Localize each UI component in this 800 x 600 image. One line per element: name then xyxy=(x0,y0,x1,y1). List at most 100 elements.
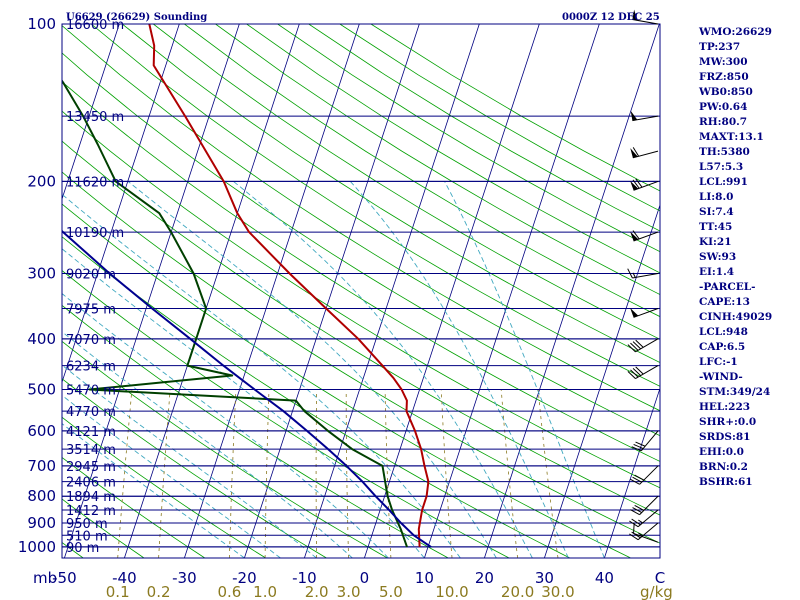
temperature-tick-label: 30 xyxy=(535,569,554,587)
index-value: SRDS:81 xyxy=(699,431,751,443)
mixing-ratio-label: 3.0 xyxy=(337,583,361,600)
pressure-tick-label: 800 xyxy=(27,487,56,505)
moist-adiabat xyxy=(62,292,389,558)
isotherm xyxy=(124,24,300,558)
height-label: 9020 m xyxy=(66,267,116,282)
isotherm xyxy=(0,24,59,558)
wind-barb-pennant xyxy=(630,307,639,318)
dry-adiabat xyxy=(90,24,660,387)
wind-barbs xyxy=(627,9,659,543)
isotherm xyxy=(424,24,600,558)
wind-barb xyxy=(633,522,659,543)
dry-adiabat xyxy=(62,456,206,558)
dry-adiabat xyxy=(62,25,660,412)
temperature-tick-label: 20 xyxy=(475,569,494,587)
wind-barb-flag xyxy=(635,366,644,375)
height-label: 4121 m xyxy=(66,425,116,440)
grid-lines xyxy=(0,24,660,558)
moist-adiabat xyxy=(62,193,461,558)
dry-adiabat xyxy=(62,498,145,558)
index-value: -WIND- xyxy=(699,371,743,383)
isotherm xyxy=(64,24,240,558)
wind-barb xyxy=(627,268,659,279)
height-label: 90 m xyxy=(66,541,99,556)
wind-barb-flag xyxy=(630,478,640,485)
temperature-tick-label: -20 xyxy=(232,569,257,587)
dry-adiabat xyxy=(62,270,510,558)
moist-adiabat xyxy=(62,423,245,558)
index-value: HEL:223 xyxy=(699,401,750,413)
index-value: CAPE:13 xyxy=(699,296,750,308)
wind-barb-flag xyxy=(630,342,639,351)
isotherm xyxy=(604,386,660,558)
mixing-ratio-label: 0.2 xyxy=(147,583,171,600)
wind-barb-staff xyxy=(640,430,659,452)
dry-adiabat xyxy=(215,24,660,295)
dry-adiabat xyxy=(62,416,266,558)
isotherm xyxy=(62,24,120,201)
mixing-ratio-label: 10.0 xyxy=(435,583,468,600)
wind-barb-flag xyxy=(632,341,642,350)
wind-barb-staff xyxy=(635,365,659,380)
temperature-tick-label: -50 xyxy=(52,569,77,587)
height-label: 7070 m xyxy=(66,333,116,348)
wind-barb xyxy=(627,338,659,353)
parcel-trace xyxy=(62,229,432,548)
height-label: 16600 m xyxy=(66,18,124,33)
index-value: LFC:-1 xyxy=(699,356,738,368)
dry-adiabat xyxy=(62,52,660,437)
index-value: TT:45 xyxy=(699,221,732,233)
wind-barb-staff xyxy=(632,115,659,122)
index-value: CAP:6.5 xyxy=(699,341,745,353)
pressure-tick-label: 400 xyxy=(27,330,56,348)
isotherm xyxy=(484,24,660,558)
index-value: KI:21 xyxy=(699,236,732,248)
wind-barb xyxy=(630,147,659,159)
wind-barb-half-flag xyxy=(638,519,643,524)
moist-adiabat xyxy=(349,181,569,558)
mixing-ratio-line xyxy=(345,389,349,558)
wind-barb-flag xyxy=(632,368,642,376)
dry-adiabat xyxy=(153,24,660,340)
wind-barb xyxy=(627,365,659,380)
isotherm xyxy=(364,24,540,558)
pressure-tick-label: 100 xyxy=(27,15,56,33)
temperature-tick-label: 40 xyxy=(595,569,614,587)
moist-adiabat xyxy=(62,248,425,558)
x-unit-label: mb xyxy=(33,569,57,587)
dry-adiabat xyxy=(62,203,631,558)
moist-adiabat xyxy=(62,364,317,558)
index-value: TP:237 xyxy=(699,41,740,53)
height-label: 950 m xyxy=(66,517,108,532)
dry-adiabat xyxy=(62,81,660,462)
height-label: 1894 m xyxy=(66,490,116,505)
index-value: PW:0.64 xyxy=(699,101,747,113)
index-value: TH:5380 xyxy=(699,146,750,158)
height-label: 11620 m xyxy=(66,175,124,190)
pressure-tick-label: 500 xyxy=(27,381,56,399)
wind-barb-flag xyxy=(632,230,640,240)
wind-barb-flag xyxy=(635,178,643,188)
index-value: CINH:49029 xyxy=(699,311,772,323)
index-value: LCL:948 xyxy=(699,326,748,338)
index-value: WB0:850 xyxy=(698,86,753,98)
wind-barb-flag xyxy=(635,441,646,447)
mixing-ratio-line xyxy=(264,389,270,558)
wind-barb xyxy=(632,9,659,25)
wind-barb-staff xyxy=(639,465,659,485)
wind-barb-staff xyxy=(633,231,659,242)
temperature-tick-label: -30 xyxy=(172,569,197,587)
mixing-ratio-line xyxy=(384,389,392,558)
height-label: 10190 m xyxy=(66,226,124,241)
wind-barb-flag xyxy=(627,344,636,353)
wind-barb-half-flag xyxy=(632,272,636,278)
wind-barb xyxy=(630,110,659,122)
wind-barb-flag xyxy=(633,443,644,449)
index-value: STM:349/24 xyxy=(699,386,770,398)
height-label: 4770 m xyxy=(66,405,116,420)
index-value: EI:1.4 xyxy=(699,266,734,278)
isotherm xyxy=(244,24,420,558)
wind-barb-flag xyxy=(631,531,641,539)
